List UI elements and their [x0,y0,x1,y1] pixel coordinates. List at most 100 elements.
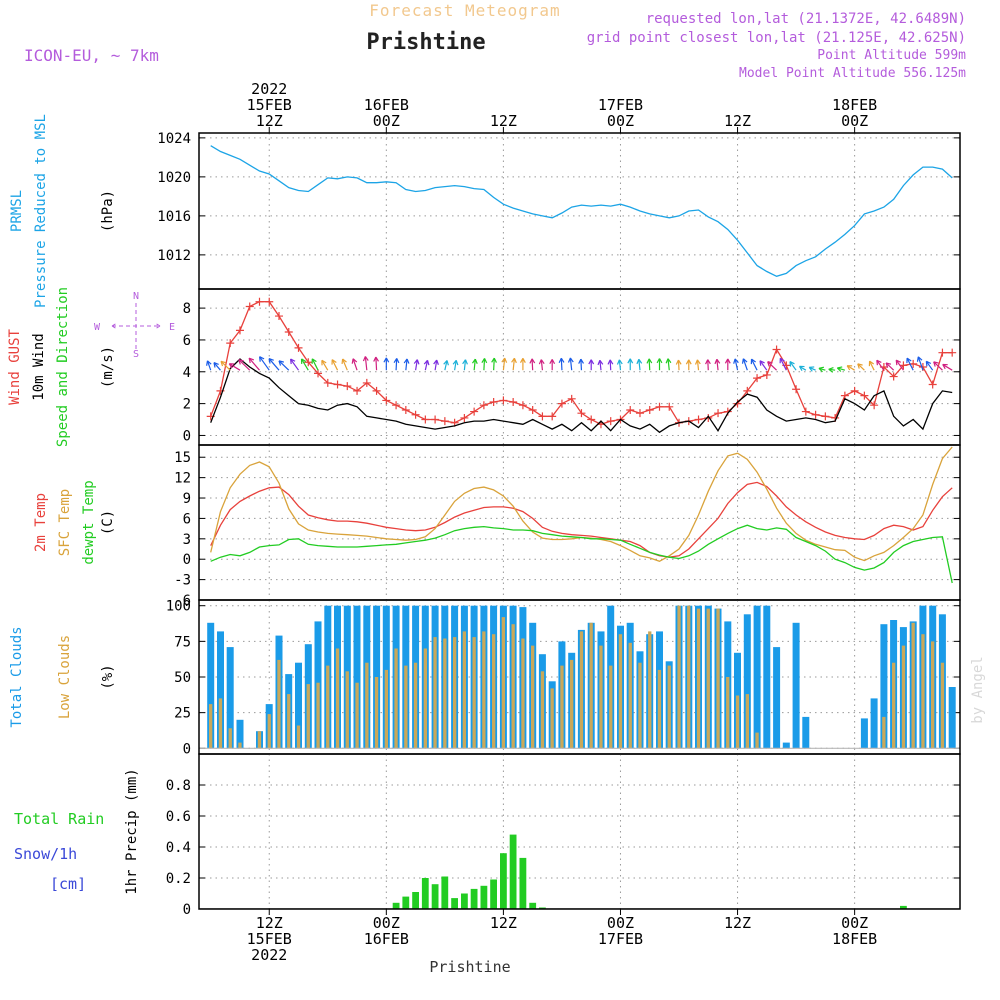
bar-low-clouds [531,645,535,749]
gust-marker [421,415,430,424]
y-tick-label: 6 [183,511,191,527]
bar-low-clouds [726,677,730,749]
bar-total-clouds [236,719,244,749]
wind-arrow [569,357,573,371]
time-label-top: 12Z [724,112,751,130]
gust-marker [860,391,869,400]
panel-frame [198,132,961,290]
wind-arrow-head [403,358,410,364]
bar-total-clouds [217,631,224,749]
bar-low-clouds [706,608,710,749]
wind-arrow-head [452,359,459,366]
time-label-bottom: 00Z [607,914,634,932]
wind-arrow-head [857,363,863,369]
bar-total-rain [461,893,468,909]
bar-low-clouds [501,617,505,749]
gust-marker [245,302,254,311]
wind-arrow [876,359,885,371]
y-tick-label: 1024 [157,131,191,147]
wind-arrow-head [798,365,805,371]
gust-marker [811,410,820,419]
wind-arrow [560,358,563,371]
panel-label-2m-temp: 2m Temp [33,493,49,552]
time-label-bottom: 12Z [256,914,283,932]
wind-arrow [483,358,486,371]
time-label-top: 00Z [607,112,634,130]
gust-marker [235,326,244,335]
gridpoint-coords: grid point closest lon,lat (21.125E, 42.… [587,30,966,46]
wind-arrow-head [393,358,400,364]
wind-arrow-head [646,358,653,364]
bar-total-rain [500,853,507,909]
gust-marker [577,409,586,418]
y-axis-label: 1hr Precip (mm) [124,768,140,894]
wind-arrow [259,356,270,371]
wind-arrow [609,359,612,371]
wind-arrow-head [818,366,824,373]
bar-low-clouds [540,671,545,749]
gust-marker [626,405,635,414]
wind-arrow-head [808,366,815,372]
bar-low-clouds [335,648,340,749]
panel-label-pressure-reduced-to-msl: Pressure Reduced to MSL [33,114,49,308]
wind-arrow-head [220,360,227,367]
time-label-top: 2022 [251,80,287,98]
y-tick-label: 8 [183,301,191,317]
gust-marker [792,385,801,394]
y-tick-label: 0.4 [166,840,191,856]
wind-arrow [268,358,280,371]
wind-arrow [473,359,476,371]
gust-marker [645,405,654,414]
wind-arrow-head [767,361,773,367]
bar-low-clouds [238,742,242,749]
wind-arrow-head [925,360,932,367]
bar-low-clouds [940,662,945,749]
bar-low-clouds [326,665,330,749]
bar-low-clouds [579,631,584,749]
time-label-top: 12Z [256,112,283,130]
bar-low-clouds [209,704,213,749]
bar-low-clouds [404,665,408,749]
bar-low-clouds [511,624,515,749]
wind-arrow-head [627,358,634,364]
bar-low-clouds [384,669,388,749]
gust-marker [460,413,469,422]
panel-wind [206,297,957,434]
wind-arrow [238,359,251,371]
subtitle: Forecast Meteogram [369,1,560,20]
wind-arrow [869,360,875,371]
wind-arrow-head [933,361,939,367]
gust-marker [304,358,313,367]
gust-marker [284,327,293,336]
wind-arrow [321,360,329,371]
wind-arrow [580,359,583,371]
wind-arrow [502,358,506,371]
bar-low-clouds [716,608,720,749]
bar-low-clouds [735,695,740,749]
wind-arrow-head [942,363,948,370]
gust-marker [411,410,420,419]
wind-arrow [933,361,943,371]
wind-arrow-head [750,358,756,365]
wind-arrow [301,358,309,371]
wind-arrow-head [248,357,255,364]
y-tick-label: 1012 [157,248,191,264]
bar-low-clouds [287,694,291,749]
wind-arrow [837,367,846,371]
time-label-top: 17FEB [598,96,643,114]
compass-cross [111,303,161,350]
wind-arrow-head [300,358,307,364]
compass-e: E [169,322,175,333]
wind-arrow-head [331,359,337,365]
wind-arrow [290,358,300,371]
y-tick-label: 1020 [157,170,191,186]
legend-snow-unit: [cm] [50,875,86,893]
time-label-top: 15FEB [247,96,292,114]
series-line-10m-wind [210,358,953,434]
y-tick-label: 3 [183,532,191,548]
wind-arrow-head [846,365,853,371]
wind-arrow [648,358,651,371]
y-tick-label: 1016 [157,209,191,225]
wind-arrow-head [278,360,284,366]
time-label-bottom: 17FEB [598,930,643,948]
